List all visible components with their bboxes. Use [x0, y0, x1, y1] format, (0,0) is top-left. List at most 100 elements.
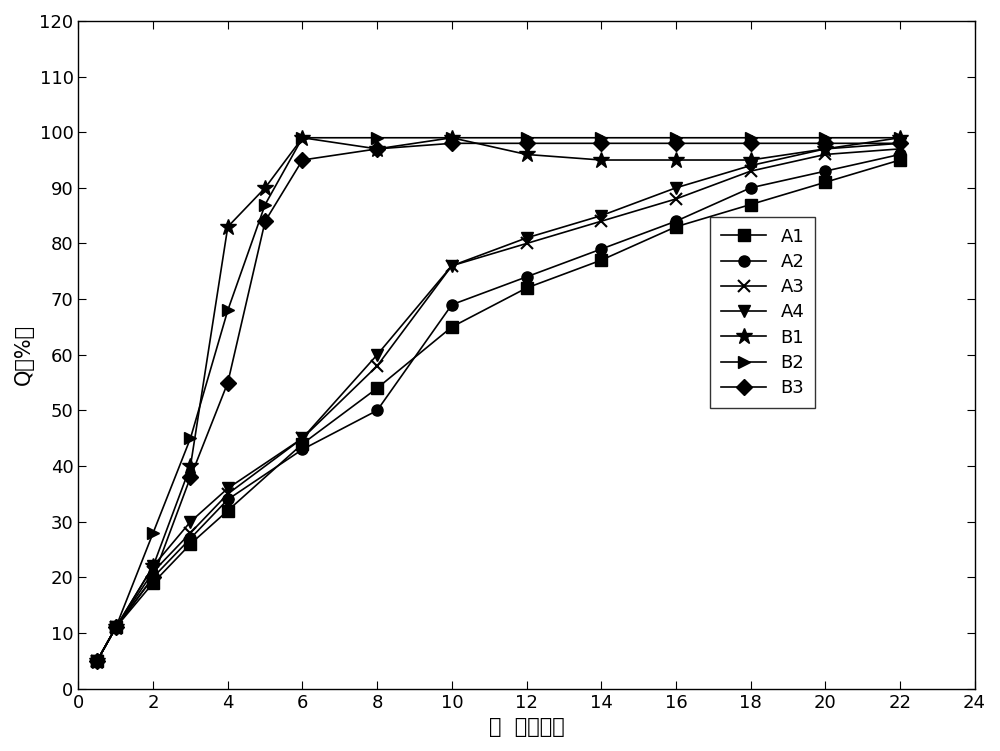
A3 [670, 195, 682, 204]
A4 [446, 261, 458, 270]
B2 [259, 200, 271, 209]
A4 [371, 350, 383, 359]
A3 [91, 656, 103, 665]
A1 [670, 222, 682, 231]
A2 [110, 623, 122, 632]
X-axis label: 时  间（天）: 时 间（天） [489, 717, 564, 737]
A1 [371, 384, 383, 393]
B2 [91, 656, 103, 665]
B3 [147, 573, 159, 582]
A1 [894, 155, 906, 164]
A2 [894, 150, 906, 159]
A4 [91, 656, 103, 665]
A1 [745, 200, 757, 209]
A4 [147, 562, 159, 571]
A3 [296, 434, 308, 443]
A2 [184, 534, 196, 543]
B3 [670, 139, 682, 148]
A3 [745, 167, 757, 176]
B2 [670, 133, 682, 142]
A4 [595, 211, 607, 220]
A4 [819, 144, 831, 153]
B1 [521, 150, 533, 159]
A1 [595, 255, 607, 264]
A3 [222, 490, 234, 499]
A2 [371, 406, 383, 415]
B1 [259, 183, 271, 192]
B3 [894, 139, 906, 148]
A4 [110, 623, 122, 632]
B3 [110, 623, 122, 632]
A4 [184, 517, 196, 526]
A2 [147, 573, 159, 582]
B1 [222, 222, 234, 231]
A1 [296, 439, 308, 448]
A3 [894, 144, 906, 153]
A3 [110, 623, 122, 632]
A4 [670, 183, 682, 192]
B2 [222, 306, 234, 315]
A3 [595, 217, 607, 226]
B3 [259, 217, 271, 226]
A2 [91, 656, 103, 665]
A3 [184, 529, 196, 538]
A1 [91, 656, 103, 665]
B3 [521, 139, 533, 148]
A4 [894, 139, 906, 148]
Line: A3: A3 [91, 143, 906, 667]
B1 [819, 144, 831, 153]
Line: B2: B2 [92, 132, 905, 666]
B2 [819, 133, 831, 142]
B2 [446, 133, 458, 142]
B2 [595, 133, 607, 142]
B3 [446, 139, 458, 148]
Y-axis label: Q（%）: Q（%） [14, 324, 34, 385]
A2 [819, 167, 831, 176]
A2 [745, 183, 757, 192]
B1 [184, 462, 196, 471]
B2 [184, 434, 196, 443]
B2 [110, 623, 122, 632]
B1 [91, 656, 103, 665]
B3 [745, 139, 757, 148]
B1 [595, 155, 607, 164]
A4 [296, 434, 308, 443]
A1 [184, 539, 196, 548]
A2 [521, 273, 533, 282]
A4 [222, 484, 234, 493]
Line: A4: A4 [92, 137, 905, 666]
A1 [446, 322, 458, 331]
A3 [147, 567, 159, 576]
Legend: A1, A2, A3, A4, B1, B2, B3: A1, A2, A3, A4, B1, B2, B3 [710, 217, 815, 408]
B1 [110, 623, 122, 632]
B2 [296, 133, 308, 142]
A3 [371, 361, 383, 370]
A1 [110, 623, 122, 632]
A2 [296, 445, 308, 454]
B2 [521, 133, 533, 142]
B3 [296, 155, 308, 164]
B3 [91, 656, 103, 665]
B1 [446, 133, 458, 142]
A3 [446, 261, 458, 270]
B3 [222, 378, 234, 387]
B2 [894, 133, 906, 142]
B1 [670, 155, 682, 164]
B2 [147, 529, 159, 538]
B3 [595, 139, 607, 148]
Line: A2: A2 [92, 149, 905, 666]
B2 [371, 133, 383, 142]
A2 [446, 300, 458, 309]
Line: B3: B3 [92, 137, 905, 666]
A4 [745, 161, 757, 170]
A1 [222, 506, 234, 515]
A1 [147, 578, 159, 587]
A3 [521, 239, 533, 248]
A1 [819, 178, 831, 187]
A4 [521, 234, 533, 243]
A3 [819, 150, 831, 159]
Line: B1: B1 [89, 129, 908, 669]
B1 [371, 144, 383, 153]
B1 [745, 155, 757, 164]
B3 [371, 144, 383, 153]
